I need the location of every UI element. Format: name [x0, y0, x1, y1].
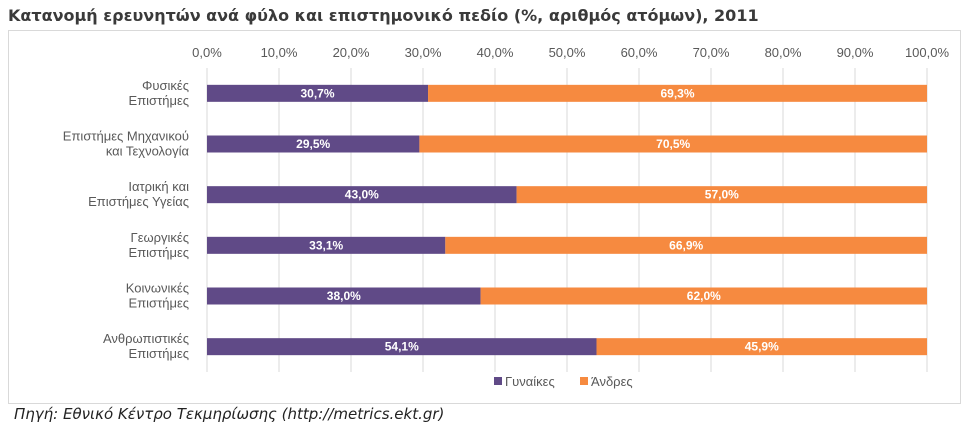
category-label-line: Ανθρωπιστικές [103, 331, 189, 346]
data-label: 62,0% [687, 289, 721, 303]
x-tick-label: 50,0% [549, 45, 586, 60]
source-note: Πηγή: Εθνικό Κέντρο Τεκμηρίωσης (http://… [14, 405, 445, 423]
data-label: 70,5% [656, 137, 690, 151]
bar-men [428, 84, 927, 102]
bar-men [419, 135, 927, 153]
category-label: Ανθρωπιστικές Επιστήμες [103, 331, 189, 361]
category-label-line: Επιστήμες Μηχανικού [63, 129, 189, 144]
legend-swatch-men [580, 377, 588, 385]
category-label: Φυσικές Επιστήμες [129, 78, 189, 108]
data-label: 45,9% [745, 340, 779, 354]
category-label: Γεωργικές Επιστήμες [129, 230, 189, 260]
data-label: 30,7% [301, 86, 335, 100]
x-tick-label: 60,0% [621, 45, 658, 60]
legend-label-women: Γυναίκες [505, 374, 555, 389]
category-label: Επιστήμες Μηχανικού και Τεχνολογία [63, 129, 190, 159]
legend-swatch-women [494, 377, 502, 385]
bar-women [207, 84, 429, 102]
bar-women [207, 135, 420, 153]
data-label: 69,3% [661, 86, 695, 100]
category-label-line: Κοινωνικές [126, 281, 189, 296]
x-tick-label: 40,0% [477, 45, 514, 60]
category-label-line: Επιστήμες [129, 346, 189, 361]
bar-chart: 0,0% 10,0% 20,0% 30,0% 40,0% 50,0% 60,0% 70,0% 8… [63, 45, 950, 389]
category-label-line: Φυσικές [142, 78, 189, 93]
x-tick-label: 0,0% [192, 45, 222, 60]
bar-men [516, 186, 927, 204]
data-label: 57,0% [705, 188, 739, 202]
category-label-line: και Τεχνολογία [106, 144, 190, 159]
category-label-line: Ιατρική και [128, 179, 189, 194]
x-tick-label: 20,0% [333, 45, 370, 60]
data-label: 54,1% [385, 340, 419, 354]
category-label-line: Επιστήμες [129, 296, 189, 311]
chart-area: 0,0% 10,0% 20,0% 30,0% 40,0% 50,0% 60,0% 70,0% 8… [8, 30, 961, 404]
x-tick-label: 70,0% [693, 45, 730, 60]
x-tick-label: 90,0% [837, 45, 874, 60]
category-label-line: Επιστήμες [129, 93, 189, 108]
data-label: 43,0% [345, 188, 379, 202]
x-tick-label: 80,0% [765, 45, 802, 60]
category-label: Ιατρική και Επιστήμες Υγείας [88, 179, 189, 209]
legend-label-men: Άνδρες [591, 374, 633, 389]
bar-women [207, 186, 517, 204]
data-label: 29,5% [296, 137, 330, 151]
data-label: 33,1% [309, 238, 343, 252]
bar-women [207, 287, 481, 305]
x-tick-label: 100,0% [905, 45, 950, 60]
bar-men [596, 338, 927, 356]
chart-title: Κατανομή ερευνητών ανά φύλο και επιστημο… [8, 6, 759, 25]
category-label-line: Επιστήμες [129, 245, 189, 260]
bar-men [445, 236, 927, 254]
bar-women [207, 236, 446, 254]
bar-women [207, 338, 597, 356]
x-tick-label: 30,0% [405, 45, 442, 60]
data-label: 66,9% [669, 238, 703, 252]
data-label: 38,0% [327, 289, 361, 303]
category-label-line: Γεωργικές [131, 230, 189, 245]
category-label: Κοινωνικές Επιστήμες [126, 281, 189, 311]
x-tick-label: 10,0% [261, 45, 298, 60]
bar-men [480, 287, 927, 305]
category-label-line: Επιστήμες Υγείας [88, 194, 189, 209]
